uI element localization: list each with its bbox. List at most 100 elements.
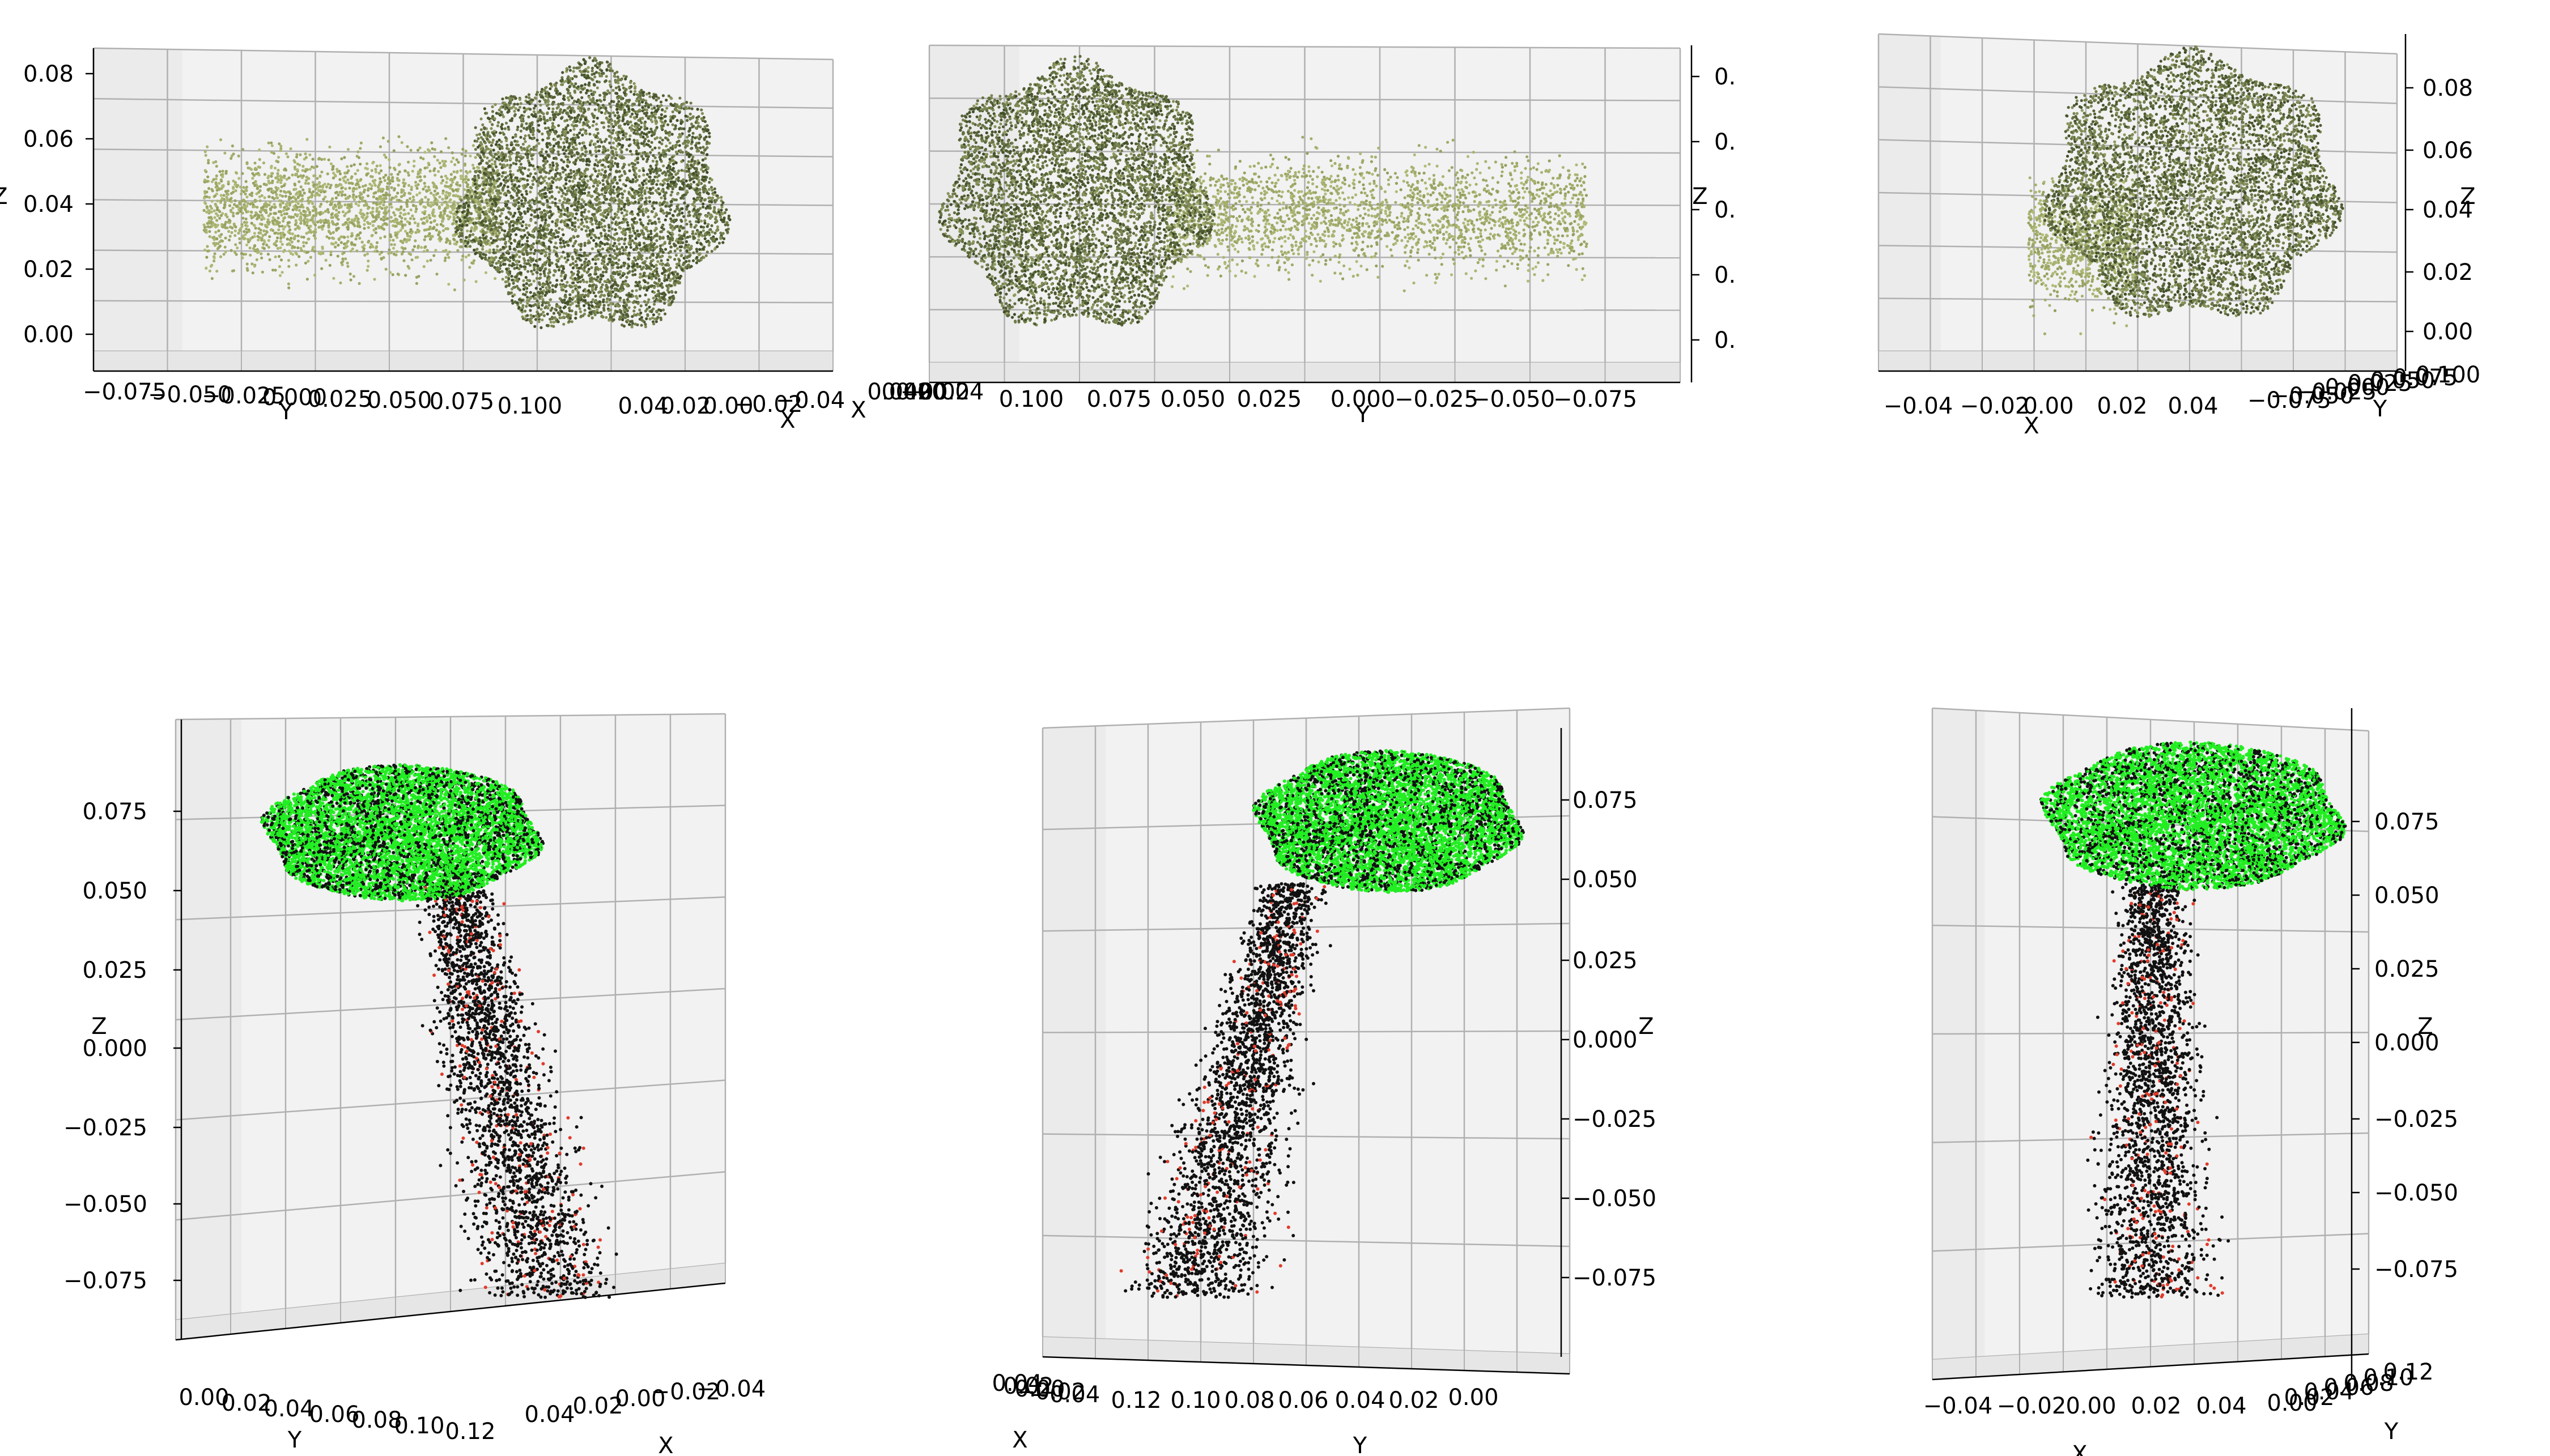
cloud-point bbox=[403, 224, 406, 227]
cloud-point bbox=[275, 189, 278, 191]
cloud-point bbox=[440, 176, 443, 178]
cloud-point bbox=[329, 186, 332, 189]
cloud-point bbox=[279, 274, 282, 277]
cloud-point bbox=[337, 244, 339, 246]
cloud-point bbox=[573, 217, 576, 220]
cloud-point bbox=[305, 138, 308, 141]
cloud-point bbox=[347, 226, 350, 229]
cloud-point bbox=[224, 246, 227, 249]
cloud-point bbox=[542, 311, 545, 314]
cloud-point bbox=[436, 203, 439, 206]
cloud-point bbox=[344, 176, 347, 178]
cloud-point bbox=[235, 189, 237, 192]
cloud-point bbox=[439, 214, 442, 216]
cloud-point bbox=[397, 222, 400, 225]
cloud-point bbox=[371, 244, 373, 247]
cloud-point bbox=[375, 231, 377, 234]
cloud-point bbox=[283, 190, 286, 193]
cloud-point bbox=[559, 283, 562, 286]
cloud-point bbox=[474, 156, 477, 159]
cloud-point bbox=[341, 235, 343, 238]
cloud-point bbox=[245, 162, 248, 165]
cloud-point bbox=[390, 173, 393, 176]
cloud-point bbox=[541, 138, 544, 141]
cloud-point bbox=[325, 259, 328, 262]
cloud-point bbox=[404, 274, 407, 276]
cloud-point bbox=[215, 177, 218, 180]
cloud-point bbox=[307, 260, 309, 263]
cloud-point bbox=[585, 92, 588, 95]
cloud-point bbox=[275, 193, 278, 196]
cloud-point bbox=[522, 220, 525, 223]
z-tick-label: 0.06 bbox=[23, 126, 74, 152]
cloud-point bbox=[402, 181, 405, 184]
cloud-point bbox=[401, 141, 403, 144]
cloud-point bbox=[411, 258, 414, 261]
cloud-point bbox=[243, 200, 246, 203]
cloud-point bbox=[210, 188, 213, 191]
cloud-point bbox=[321, 246, 324, 249]
cloud-point bbox=[254, 227, 257, 229]
cloud-point bbox=[211, 236, 214, 239]
cloud-point bbox=[513, 189, 516, 192]
cloud-point bbox=[423, 250, 426, 253]
cloud-point bbox=[324, 210, 327, 212]
cloud-point bbox=[350, 235, 353, 237]
cloud-point bbox=[444, 194, 447, 197]
cloud-point bbox=[256, 258, 258, 261]
cloud-point bbox=[444, 164, 447, 167]
cloud-point bbox=[439, 166, 442, 169]
cloud-point bbox=[337, 203, 339, 206]
cloud-point bbox=[572, 66, 575, 69]
cloud-point bbox=[340, 187, 343, 190]
cloud-point bbox=[378, 183, 381, 186]
cloud-point bbox=[415, 282, 418, 285]
cloud-point bbox=[283, 216, 286, 219]
cloud-point bbox=[528, 224, 530, 227]
cloud-point bbox=[287, 265, 290, 268]
cloud-point bbox=[224, 226, 227, 229]
cloud-point bbox=[323, 190, 326, 193]
cloud-point bbox=[525, 128, 528, 131]
cloud-point bbox=[234, 243, 237, 246]
cloud-point bbox=[408, 222, 411, 225]
cloud-point bbox=[228, 204, 231, 207]
cloud-point bbox=[303, 236, 305, 239]
cloud-point bbox=[240, 193, 243, 195]
cloud-point bbox=[206, 205, 209, 208]
cloud-point bbox=[428, 225, 431, 228]
cloud-point bbox=[640, 126, 643, 129]
cloud-point bbox=[624, 237, 627, 240]
cloud-point bbox=[708, 244, 711, 246]
cloud-point bbox=[393, 243, 396, 246]
cloud-point bbox=[399, 211, 402, 214]
cloud-point bbox=[425, 190, 428, 193]
cloud-point bbox=[390, 243, 393, 246]
cloud-point bbox=[392, 180, 394, 182]
cloud-point bbox=[704, 148, 707, 151]
cloud-point bbox=[666, 124, 669, 126]
cloud-point bbox=[281, 271, 284, 274]
cloud-point bbox=[376, 241, 379, 244]
cloud-point bbox=[358, 194, 361, 197]
cloud-point bbox=[436, 199, 439, 202]
cloud-point bbox=[456, 158, 458, 161]
cloud-point bbox=[652, 297, 655, 300]
cloud-point bbox=[332, 231, 335, 234]
cloud-point bbox=[254, 180, 257, 183]
cloud-point bbox=[341, 190, 344, 193]
cloud-point bbox=[260, 209, 262, 212]
cloud-point bbox=[410, 208, 413, 211]
cloud-point bbox=[469, 186, 472, 189]
cloud-point bbox=[347, 210, 350, 213]
cloud-point bbox=[260, 229, 262, 232]
z-tick-label: 0.04 bbox=[23, 191, 74, 218]
cloud-point bbox=[622, 183, 625, 186]
cloud-point bbox=[267, 253, 270, 256]
cloud-point bbox=[430, 259, 432, 262]
cloud-point bbox=[697, 239, 700, 241]
cloud-point bbox=[546, 313, 549, 316]
cloud-point bbox=[427, 148, 430, 151]
cloud-point bbox=[355, 188, 358, 190]
cloud-point bbox=[692, 252, 695, 254]
